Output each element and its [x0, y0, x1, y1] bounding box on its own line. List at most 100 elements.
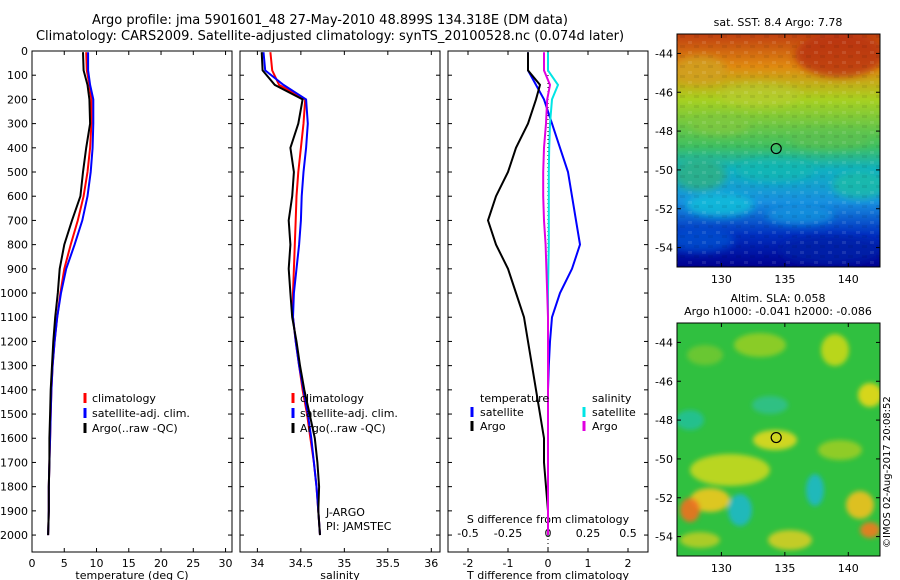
y-tick-label: -54	[655, 242, 673, 255]
y-tick-label: 500	[7, 166, 28, 179]
series-line	[542, 52, 552, 536]
legend-label: Argo	[480, 420, 506, 433]
legend-label: Argo(..raw -QC)	[92, 422, 178, 435]
x-axis-label: temperature (deg C)	[75, 569, 188, 580]
s-tick-label: -0.25	[494, 527, 522, 540]
y-tick-label: 1500	[0, 408, 28, 421]
x-axis-label: salinity	[320, 569, 360, 580]
figure-title-line1: Argo profile: jma 5901601_48 27-May-2010…	[92, 13, 568, 28]
x-tick-label: 20	[154, 557, 168, 570]
institution-label: J-ARGO	[325, 506, 365, 519]
salinity-frame	[239, 50, 441, 553]
s-tick-label: 0.5	[619, 527, 637, 540]
x-tick-label: 2	[625, 557, 632, 570]
y-tick-label: -50	[655, 453, 673, 466]
x-tick-label: 35	[337, 557, 351, 570]
legend-label: Argo(..raw -QC)	[300, 422, 386, 435]
y-tick-label: -44	[655, 47, 673, 60]
y-tick-label: 400	[7, 142, 28, 155]
sst-map-title: sat. SST: 8.4 Argo: 7.78	[714, 16, 843, 29]
series-line	[260, 52, 321, 536]
y-tick-label: -46	[655, 375, 673, 388]
legend-header: salinity	[592, 392, 632, 405]
sst-map-axes: 130 135 140 -44 -46 -48 -50 -52 -54	[655, 34, 880, 286]
salinity-panel: 34 34.5 35 35.5 36 salinity climatology satelli…	[239, 50, 441, 580]
series-line	[486, 52, 549, 536]
sla-map-axes: 130 135 140 -44 -46 -48 -50 -52 -54	[655, 323, 880, 575]
sla-map-title: Altim. SLA: 0.058	[730, 292, 825, 305]
legend-label: Argo	[592, 420, 618, 433]
legend-header: temperature	[480, 392, 549, 405]
y-tick-label: -50	[655, 164, 673, 177]
x-tick-label: 130	[711, 562, 732, 575]
x-tick-label: -1	[503, 557, 514, 570]
x-axis-label: T difference from climatology	[466, 569, 629, 580]
y-tick-label: -48	[655, 414, 673, 427]
y-tick-label: -52	[655, 492, 673, 505]
y-tick-label: 1200	[0, 335, 28, 348]
sst-heatmap	[677, 34, 880, 267]
y-tick-label: -48	[655, 125, 673, 138]
sla-map-frame	[676, 322, 881, 557]
legend-label: climatology	[300, 392, 364, 405]
x-tick-label: 135	[774, 273, 795, 286]
y-tick-label: 1700	[0, 456, 28, 469]
y-tick-label: 100	[7, 69, 28, 82]
y-tick-label: 1600	[0, 432, 28, 445]
legend-label: satellite-adj. clim.	[92, 407, 190, 420]
legend-label: satellite	[592, 406, 636, 419]
y-tick-label: -46	[655, 86, 673, 99]
y-tick-label: 200	[7, 93, 28, 106]
y-tick-label: 1000	[0, 287, 28, 300]
argo-position-marker	[770, 142, 782, 155]
x-tick-label: 25	[186, 557, 200, 570]
x-tick-label: 135	[774, 562, 795, 575]
x-tick-label: 0	[545, 557, 552, 570]
y-tick-label: 1900	[0, 505, 28, 518]
x-tick-label: -2	[463, 557, 474, 570]
legend-label: satellite	[480, 406, 524, 419]
x-tick-label: 34.5	[289, 557, 314, 570]
y-tick-label: 1100	[0, 311, 28, 324]
temperature-panel: 0 5 10 15 20 25 300100200300400500600700800900…	[0, 45, 233, 580]
y-tick-label: 700	[7, 214, 28, 227]
figure-title-line2: Climatology: CARS2009. Satellite-adjuste…	[35, 29, 625, 44]
x-tick-label: 36	[424, 557, 438, 570]
sla-map-subtitle: Argo h1000: -0.041 h2000: -0.086	[684, 305, 872, 318]
x-tick-label: 0	[29, 557, 36, 570]
x-tick-label: 15	[122, 557, 136, 570]
y-tick-label: 800	[7, 239, 28, 252]
series-line	[262, 52, 321, 536]
x-tick-label: 34	[250, 557, 264, 570]
credit-label: ©IMOS 02-Aug-2017 20:08:52	[882, 396, 893, 548]
y-tick-label: 300	[7, 118, 28, 131]
legend-label: satellite-adj. clim.	[300, 407, 398, 420]
sla-heatmap	[677, 323, 880, 556]
legend-label: climatology	[92, 392, 156, 405]
x-tick-label: 30	[219, 557, 233, 570]
y-tick-label: 900	[7, 263, 28, 276]
y-tick-label: -52	[655, 203, 673, 216]
argo-position-marker	[770, 431, 782, 444]
x-tick-label: 130	[711, 273, 732, 286]
y-tick-label: 1800	[0, 481, 28, 494]
y-tick-label: 1400	[0, 384, 28, 397]
s-tick-label: 0.25	[576, 527, 601, 540]
x-tick-label: 140	[838, 273, 859, 286]
x-tick-label: 35.5	[376, 557, 401, 570]
x-tick-label: 140	[838, 562, 859, 575]
y-tick-label: 2000	[0, 529, 28, 542]
pi-label: PI: JAMSTEC	[326, 520, 392, 533]
x-tick-label: 5	[61, 557, 68, 570]
x-tick-label: 1	[585, 557, 592, 570]
x-tick-label: 10	[90, 557, 104, 570]
y-tick-label: -44	[655, 336, 673, 349]
y-tick-label: 600	[7, 190, 28, 203]
temperature-frame	[31, 50, 233, 553]
series-line	[47, 52, 92, 536]
s-tick-label: -0.5	[457, 527, 478, 540]
y-tick-label: -54	[655, 531, 673, 544]
y-tick-label: 0	[21, 45, 28, 58]
